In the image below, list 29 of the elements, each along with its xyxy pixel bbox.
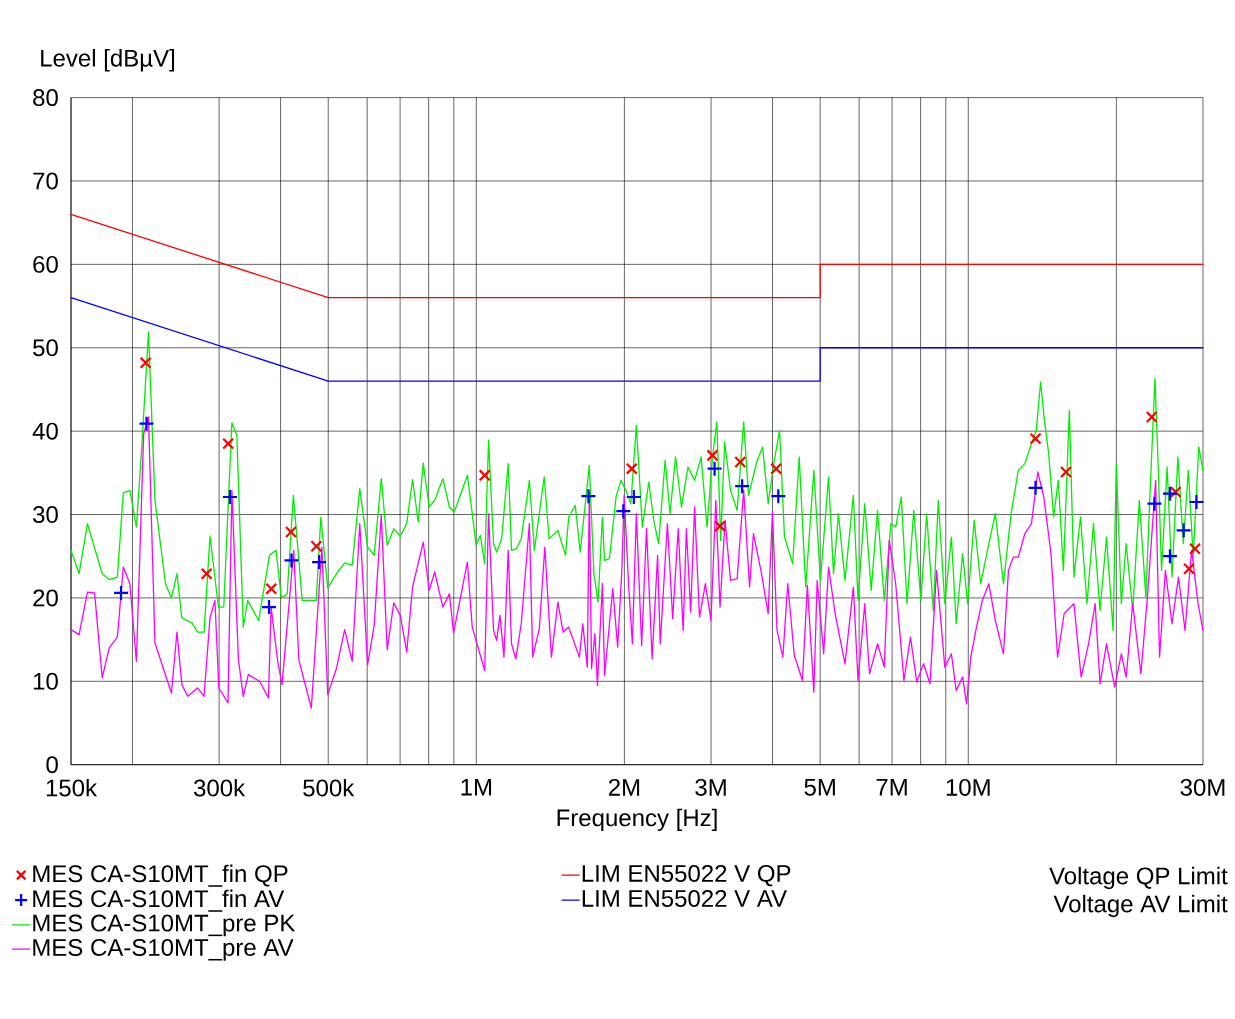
x-axis-title: Frequency [Hz] [557,808,717,832]
y-tick-label: 40 [32,422,58,440]
legend-label: MES CA-S10MT_fin AV [33,889,285,912]
y-tick-label: 60 [33,255,58,273]
x-tick-label: 300k [193,778,246,797]
legend-label: LIM EN55022 V AV [582,889,787,907]
y-tick-label: 10 [33,672,58,690]
y-axis-title: Level [dBµV] [41,49,175,72]
legend-label: MES CA-S10MT_pre PK [33,914,296,937]
legend-label: MES CA-S10MT_fin QP [33,864,288,887]
text: Voltage QP Limit [1049,866,1228,890]
x-tick-label: 10M [946,778,990,796]
x-tick-label: 7M [876,778,907,796]
x-tick-label: 1M [461,778,492,796]
x-tick-label: 3M [695,778,726,796]
y-tick-label: 0 [46,756,58,774]
y-tick-label: 80 [33,89,58,107]
text: Voltage AV Limit [1053,894,1228,918]
y-tick-label: 70 [33,172,58,190]
x-tick-label: 500k [303,778,355,797]
y-tick-label: 30 [33,506,58,524]
legend-label: LIM EN55022 V QP [582,864,791,887]
y-tick-label: 50 [33,339,58,357]
x-tick-label: 2M [608,778,640,796]
x-tick-label: 150k [46,778,98,797]
y-tick-label: 20 [33,589,58,607]
legend-label: MES CA-S10MT_pre AV [33,938,294,961]
x-tick-label: 5M [804,778,835,796]
x-tick-label: 30M [1180,778,1225,796]
